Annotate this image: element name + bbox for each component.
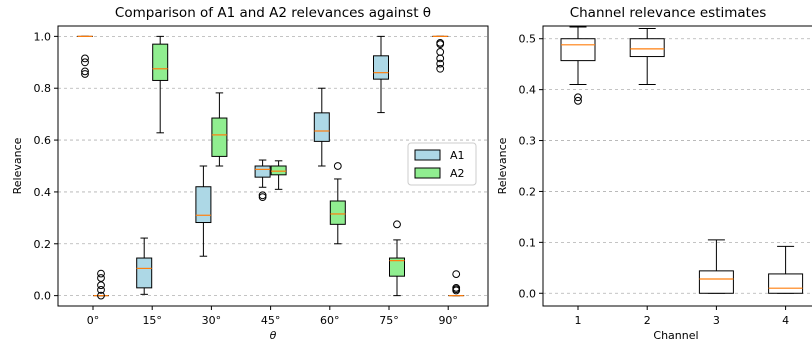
left-a1-3-flier [258,193,267,202]
left-y-tick-label: 0.8 [34,82,52,95]
right-channel-1-box [560,38,596,62]
left-a1-3-box [254,165,271,178]
right-x-tick-label: 2 [644,314,651,327]
left-x-tick-label: 0° [87,314,100,327]
left-a1-6-flier [436,59,445,68]
legend-swatch-a1 [414,149,441,161]
left-y-tick-label: 0.2 [34,238,52,251]
right-y-tick-label: 0.5 [519,33,537,46]
left-x-tick-label: 45° [261,314,281,327]
legend: A1 A2 [407,142,477,186]
left-y-tick-label: 0.6 [34,134,52,147]
left-a1-6-flier [436,64,445,73]
left-y-tick-label: 1.0 [34,30,52,43]
left-a2-0-flier [97,291,105,300]
right-channel-2-box [629,38,665,58]
left-a1-1-box [136,257,153,289]
left-a2-5-box [389,257,405,277]
left-a2-1-box [152,43,169,81]
right-x-axis-label: Channel [653,329,698,342]
right-y-tick-label: 0.3 [519,135,537,148]
left-a2-6-flier [452,270,461,279]
left-y-tick-label: 0.4 [34,186,52,199]
left-chart: Comparison of A1 and A2 relevances again… [11,5,489,342]
legend-label-a2: A2 [450,167,465,180]
left-x-tick-label: 75° [379,314,399,327]
left-a1-6-flier [436,48,445,56]
left-a1-6-flier [436,54,445,63]
left-x-tick-label: 90° [438,314,458,327]
right-plot-frame [542,25,812,307]
right-y-tick-label: 0.4 [519,84,537,97]
left-plot-frame [57,25,489,307]
right-x-tick-label: 3 [713,314,720,327]
left-a2-4-box [329,200,346,225]
legend-frame [407,142,477,186]
right-y-tick-label: 0.2 [519,185,537,198]
right-chart: Channel relevance estimates 0.0 0.1 0.2 0.3… [496,5,812,342]
left-a2-5-flier [393,220,401,229]
left-y-axis-label: Relevance [11,137,24,194]
left-a2-0-flier [97,281,105,290]
left-a2-2-box [211,117,228,157]
left-a1-0-flier [81,67,89,76]
left-a2-0-flier [97,286,105,294]
left-x-tick-label: 15° [142,314,162,327]
left-a2-4-flier [333,162,342,170]
left-chart-title: Comparison of A1 and A2 relevances again… [115,5,431,21]
right-channel-3-box [698,270,734,294]
left-a1-5-box [373,55,389,80]
left-a2-0-flier [97,274,105,282]
left-y-tick-label: 0.0 [34,290,52,303]
left-a1-0-flier [81,54,89,63]
right-y-tick-label: 0.0 [519,287,537,300]
left-x-axis-label: θ [270,329,277,342]
left-a1-4-box [313,112,330,142]
left-a1-6-flier [436,40,445,49]
right-y-axis-label: Relevance [496,137,509,194]
legend-label-a1: A1 [450,149,465,162]
left-a2-0-flier [97,269,105,278]
left-x-tick-label: 60° [320,314,340,327]
left-a1-0-flier [81,58,89,67]
left-a1-2-box [195,186,212,224]
right-chart-title: Channel relevance estimates [570,5,767,21]
left-x-tick-label: 30° [202,314,222,327]
right-x-tick-label: 1 [575,314,582,327]
right-channel-1-flier [574,93,582,102]
left-a2-6-flier [452,286,461,295]
right-x-tick-label: 4 [782,314,789,327]
legend-swatch-a2 [414,167,441,179]
right-y-tick-label: 0.1 [519,236,537,249]
left-a2-3-box [270,165,287,176]
right-channel-1-flier [574,96,582,105]
left-a1-0-flier [81,70,89,78]
right-channel-4-box [768,273,804,294]
